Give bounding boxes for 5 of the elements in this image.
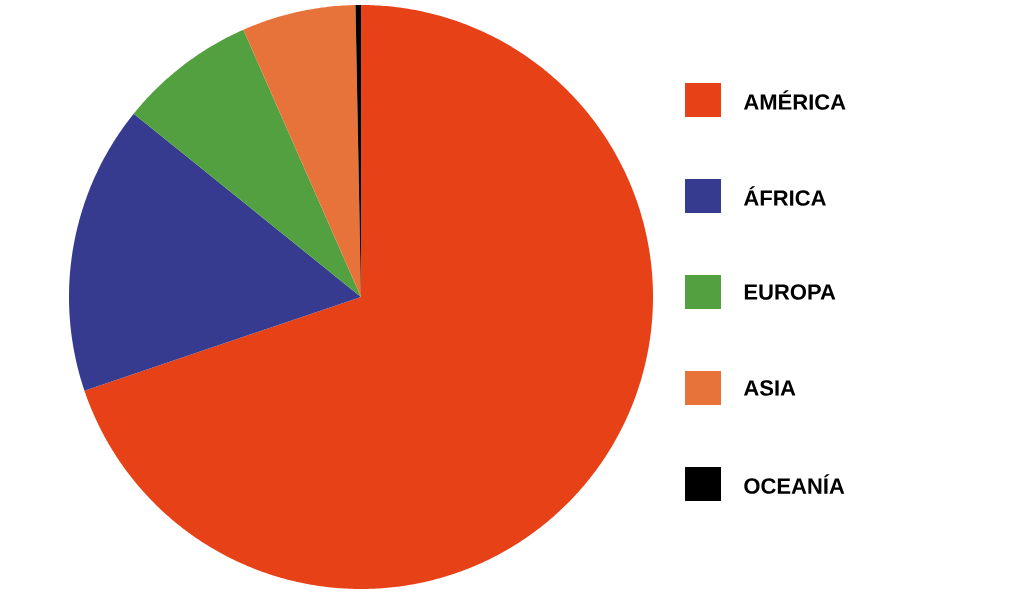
legend-label: ÁFRICA [743,186,826,206]
legend-label: AMÉRICA [743,90,846,110]
legend-label: EUROPA [744,284,836,300]
legend-label: OCEANÍA [744,474,845,494]
legend-label: ASIA [743,380,796,396]
